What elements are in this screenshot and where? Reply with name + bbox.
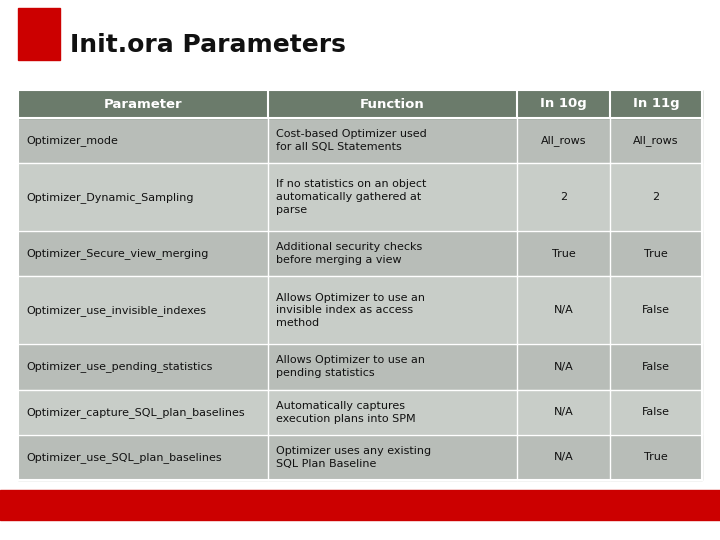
Text: 2: 2 (652, 192, 660, 202)
Bar (18, 163, 702, 231)
Text: N/A: N/A (554, 362, 573, 372)
Bar (18, 435, 702, 480)
Text: Optimizer uses any existing
SQL Plan Baseline: Optimizer uses any existing SQL Plan Bas… (276, 446, 431, 469)
Text: If no statistics on an object
automatically gathered at
parse: If no statistics on an object automatica… (276, 179, 426, 215)
Bar (0, 490, 720, 520)
Text: Cost-based Optimizer used
for all SQL Statements: Cost-based Optimizer used for all SQL St… (276, 129, 426, 152)
Text: Optimizer_use_SQL_plan_baselines: Optimizer_use_SQL_plan_baselines (26, 452, 222, 463)
Bar (18, 389, 702, 435)
Bar (18, 231, 702, 276)
Text: 2: 2 (560, 192, 567, 202)
Text: Allows Optimizer to use an
invisible index as access
method: Allows Optimizer to use an invisible ind… (276, 293, 425, 328)
Text: Automatically captures
execution plans into SPM: Automatically captures execution plans i… (276, 401, 415, 423)
Bar (18, 118, 702, 163)
Text: Optimizer_Secure_view_merging: Optimizer_Secure_view_merging (26, 248, 208, 259)
Text: Parameter: Parameter (104, 98, 182, 111)
Text: False: False (642, 407, 670, 417)
Text: True: True (644, 249, 667, 259)
Bar (18, 8, 60, 60)
Text: Optimizer_use_pending_statistics: Optimizer_use_pending_statistics (26, 361, 212, 372)
Text: N/A: N/A (554, 407, 573, 417)
Text: True: True (552, 249, 575, 259)
Text: In 11g: In 11g (632, 98, 679, 111)
Text: All_rows: All_rows (633, 135, 678, 146)
Text: True: True (644, 453, 667, 462)
Text: All_rows: All_rows (541, 135, 586, 146)
Text: False: False (642, 305, 670, 315)
Text: N/A: N/A (554, 453, 573, 462)
Bar (18, 276, 702, 345)
Text: Init.ora Parameters: Init.ora Parameters (70, 33, 346, 57)
Bar (18, 90, 702, 118)
Bar (18, 345, 702, 389)
Text: In 10g: In 10g (540, 98, 587, 111)
Text: Allows Optimizer to use an
pending statistics: Allows Optimizer to use an pending stati… (276, 355, 425, 379)
Text: False: False (642, 362, 670, 372)
Text: Function: Function (360, 98, 425, 111)
Text: Additional security checks
before merging a view: Additional security checks before mergin… (276, 242, 422, 265)
Text: Optimizer_mode: Optimizer_mode (26, 135, 118, 146)
Text: Optimizer_use_invisible_indexes: Optimizer_use_invisible_indexes (26, 305, 206, 316)
Text: ORACLE: ORACLE (645, 498, 700, 511)
Text: N/A: N/A (554, 305, 573, 315)
Text: Optimizer_Dynamic_Sampling: Optimizer_Dynamic_Sampling (26, 192, 194, 202)
Text: Optimizer_capture_SQL_plan_baselines: Optimizer_capture_SQL_plan_baselines (26, 407, 245, 417)
